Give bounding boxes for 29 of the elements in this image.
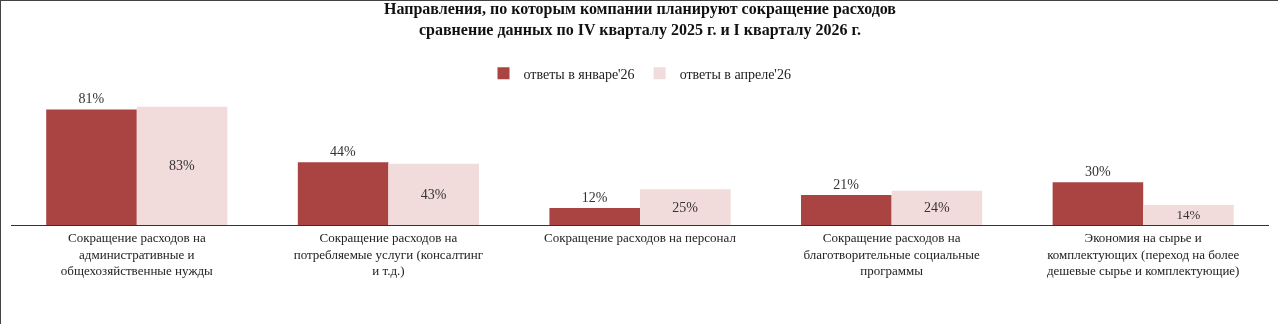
bar (549, 207, 640, 225)
bar (388, 163, 479, 225)
x-tick-label: Сокращение расходов на потребляемые услуги (консалтинг и т.д.) (293, 229, 484, 279)
bar (46, 109, 137, 225)
legend-label: ответы в апреле'26 (679, 66, 791, 82)
data-label: 25% (672, 199, 699, 215)
bar (297, 162, 389, 225)
data-label: 83% (169, 158, 196, 174)
data-label: 81% (78, 91, 105, 107)
bar (640, 189, 731, 225)
bar (136, 106, 228, 225)
data-label: 14% (1176, 207, 1201, 223)
chart-title: Направления, по которым компании планируют сокращение расходов (384, 0, 897, 18)
data-label: 12% (581, 189, 608, 205)
bar (1143, 205, 1234, 225)
bar (891, 190, 983, 225)
data-label: 30% (1084, 164, 1111, 180)
x-tick-label: Сокращение расходов на административные и общехозяйственные нужды (60, 229, 213, 279)
x-tick-label: Сокращение расходов на персонал (544, 229, 737, 245)
data-label: 21% (833, 177, 860, 193)
data-label: 24% (923, 200, 950, 216)
bar (1052, 182, 1144, 225)
x-tick-label: Экономия на сырье и комплектующих (переход на более дешевые сырье и комплектующие) (1046, 229, 1240, 279)
chart-subtitle: сравнение данных по IV кварталу 2025 г. и I кварталу 2026 г. (418, 20, 862, 39)
x-tick-label: Сокращение расходов на благотворительные социальные программы (803, 229, 980, 279)
legend-label: ответы в январе'26 (523, 66, 635, 82)
data-label: 43% (420, 186, 447, 202)
data-label: 44% (330, 144, 357, 160)
bar (801, 195, 892, 225)
